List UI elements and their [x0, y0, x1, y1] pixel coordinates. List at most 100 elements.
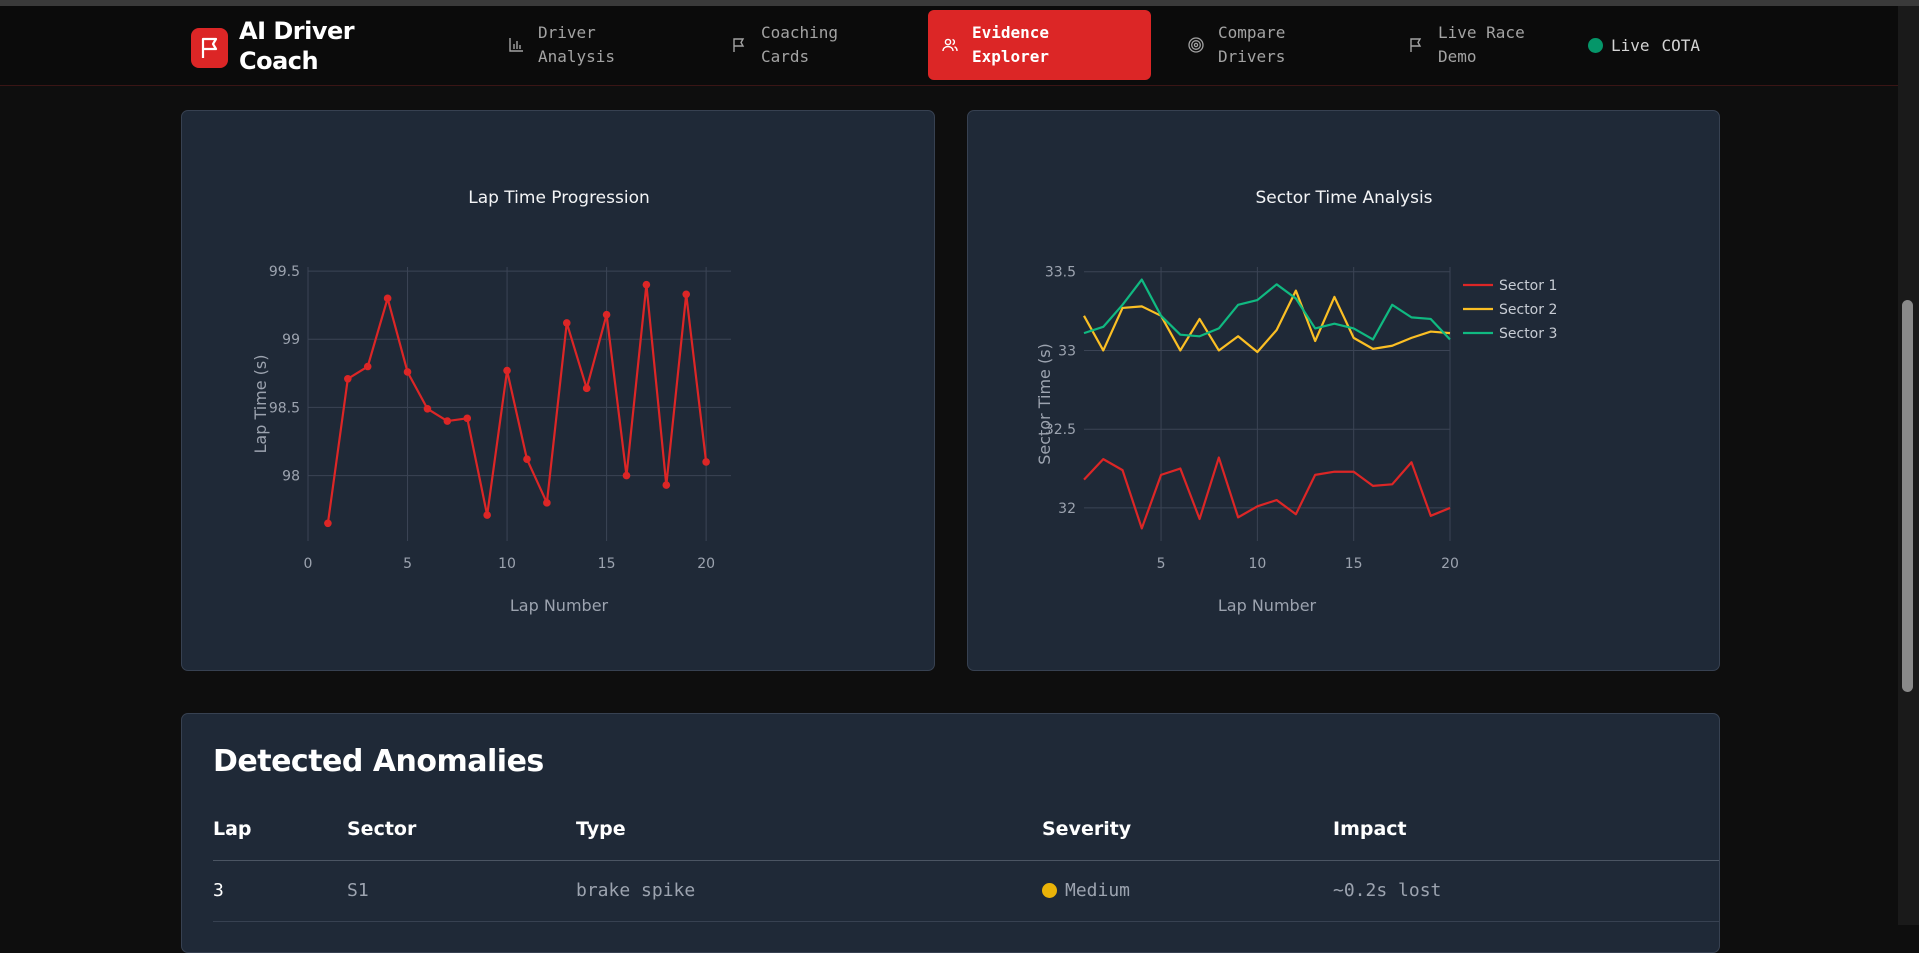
- live-status: Live COTA: [1588, 36, 1700, 55]
- data-point: [642, 280, 651, 289]
- data-point: [443, 417, 452, 425]
- column-header-severity: Severity: [1042, 818, 1132, 840]
- x-axis-label: Lap Number: [510, 596, 609, 615]
- y-tick-label: 98.5: [269, 400, 300, 416]
- nav-driver-analysis[interactable]: Driver Analysis: [508, 10, 615, 80]
- series-line-sector-1: [1083, 456, 1451, 530]
- nav-label: Explorer: [972, 47, 1050, 66]
- nav-label: Evidence: [972, 23, 1050, 42]
- nav-label: Analysis: [538, 47, 616, 66]
- series-line-lap-time: [326, 283, 708, 524]
- lap-time-chart-card: Lap Time Progression 98 98.5 99 99.5 0 5 10 15 20…: [181, 110, 935, 671]
- severity-dot: [1042, 883, 1057, 898]
- logo[interactable]: [191, 28, 228, 68]
- data-point: [562, 319, 571, 327]
- scrollbar-thumb[interactable]: [1902, 300, 1913, 692]
- users-icon: [942, 38, 958, 52]
- data-point: [682, 290, 691, 299]
- series-line-sector-2: [1083, 289, 1451, 354]
- data-point: [403, 368, 412, 376]
- y-tick-label: 32: [1058, 501, 1076, 517]
- header-divider: [213, 860, 1719, 861]
- x-tick-label: 15: [1345, 556, 1363, 572]
- nav-coaching-cards[interactable]: Coaching Cards: [731, 10, 838, 80]
- series-line-sector-3: [1083, 278, 1451, 341]
- nav-evidence-explorer[interactable]: Evidence Explorer: [928, 10, 1151, 80]
- nav-compare-drivers[interactable]: Compare Drivers: [1188, 10, 1285, 80]
- y-axis-label: Sector Time (s): [1035, 343, 1054, 465]
- legend-label: Sector 1: [1499, 278, 1557, 294]
- column-header-lap: Lap: [213, 818, 252, 840]
- cell-type: brake spike: [576, 880, 696, 901]
- x-axis-label: Lap Number: [1218, 596, 1317, 615]
- nav-label: Cards: [761, 47, 810, 66]
- column-header-sector: Sector: [347, 818, 417, 840]
- lap-time-chart: Lap Time Progression 98 98.5 99 99.5 0 5 10 15 20…: [251, 188, 731, 615]
- data-point: [324, 519, 332, 528]
- y-axis-label: Lap Time (s): [251, 354, 270, 453]
- x-tick-label: 10: [498, 556, 516, 572]
- data-point: [423, 404, 432, 413]
- data-point: [582, 384, 591, 393]
- x-tick-label: 5: [1157, 556, 1166, 572]
- data-point: [543, 499, 551, 507]
- cell-sector: S1: [347, 880, 369, 901]
- x-tick-label: 20: [1441, 556, 1459, 572]
- bar-chart-icon: [509, 38, 523, 52]
- nav-label: Coaching: [761, 23, 839, 42]
- anomalies-card: Detected Anomalies Lap Sector Type Sever…: [181, 713, 1720, 953]
- x-tick-label: 10: [1248, 556, 1266, 572]
- cell-lap: 3: [213, 880, 224, 901]
- x-tick-label: 20: [697, 556, 715, 572]
- live-label: Live: [1611, 36, 1650, 55]
- row-divider: [213, 921, 1719, 922]
- nav-label: Driver: [538, 23, 596, 42]
- legend-label: Sector 3: [1499, 326, 1557, 342]
- severity-label: Medium: [1065, 880, 1131, 901]
- flag-icon: [733, 38, 745, 52]
- y-tick-label: 33.5: [1045, 265, 1076, 281]
- nav-label: Compare: [1218, 23, 1286, 42]
- y-tick-label: 98: [282, 469, 300, 485]
- data-point: [602, 310, 611, 319]
- data-point: [344, 374, 352, 383]
- nav-live-race-demo[interactable]: Live Race Demo: [1408, 10, 1525, 80]
- nav-label: Drivers: [1218, 47, 1286, 66]
- y-tick-label: 32.5: [1045, 422, 1076, 438]
- live-indicator-dot: [1588, 38, 1603, 53]
- legend-label: Sector 2: [1499, 302, 1557, 318]
- nav-label: Demo: [1438, 47, 1477, 66]
- data-point: [622, 471, 631, 480]
- cell-severity: Medium: [1042, 880, 1130, 901]
- nav-label: Live Race: [1438, 23, 1525, 42]
- data-point: [702, 458, 710, 466]
- scrollbar[interactable]: [1898, 6, 1919, 925]
- sector-time-chart: Sector Time Analysis 32 32.5 33 33.5 5 10 15 20 L…: [1035, 188, 1557, 615]
- x-tick-label: 0: [304, 556, 313, 572]
- data-point: [523, 455, 531, 464]
- y-tick-label: 99.5: [269, 264, 300, 280]
- x-tick-label: 15: [598, 556, 616, 572]
- target-icon: [1188, 37, 1204, 53]
- column-header-impact: Impact: [1333, 818, 1407, 840]
- chart-title: Lap Time Progression: [468, 188, 650, 208]
- app-title: AI Driver Coach: [239, 17, 355, 75]
- app-header: AI Driver Coach Driver Analysis Coaching C…: [0, 6, 1898, 86]
- flag-icon: [201, 37, 217, 58]
- cell-impact: ~0.2s lost: [1333, 880, 1442, 901]
- data-point: [662, 481, 671, 489]
- flag-icon: [1410, 38, 1422, 52]
- chart-title: Sector Time Analysis: [1255, 188, 1432, 208]
- x-tick-label: 5: [403, 556, 412, 572]
- data-point: [463, 414, 472, 423]
- y-tick-label: 99: [282, 332, 300, 348]
- data-point: [363, 362, 372, 371]
- data-point: [503, 366, 511, 375]
- sector-time-chart-card: Sector Time Analysis 32 32.5 33 33.5 5 10 15 20 L…: [967, 110, 1720, 671]
- track-label: COTA: [1661, 36, 1701, 55]
- data-point: [383, 294, 392, 303]
- window-top-bar: [0, 0, 1919, 6]
- y-tick-label: 33: [1058, 343, 1076, 359]
- data-point: [483, 511, 491, 519]
- column-header-type: Type: [576, 818, 626, 840]
